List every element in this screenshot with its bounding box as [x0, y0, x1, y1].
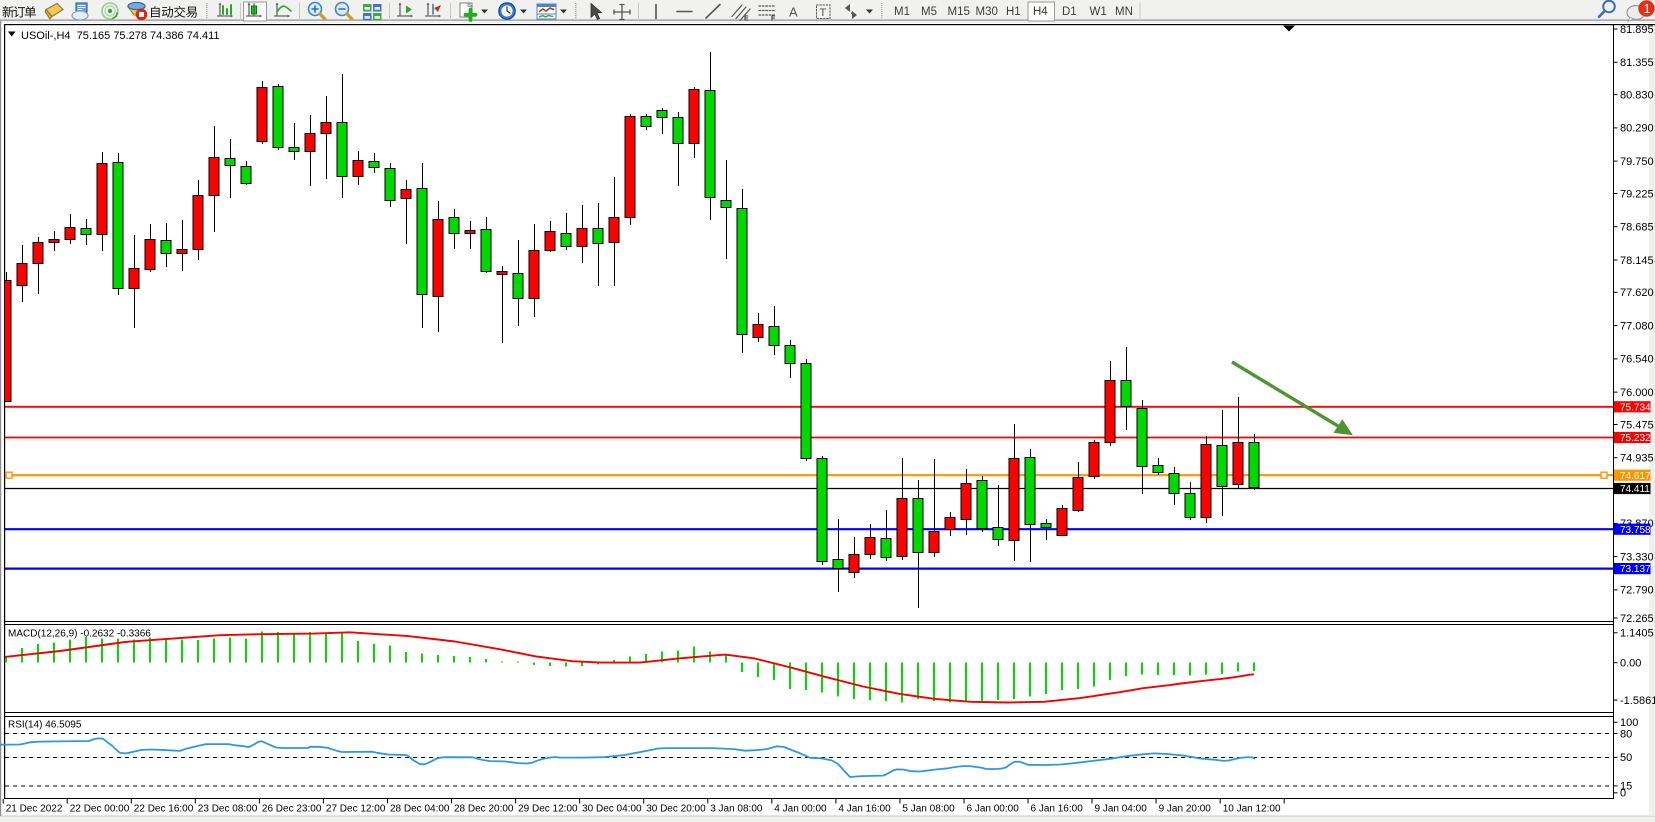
svg-text:27 Dec 12:00: 27 Dec 12:00	[326, 804, 386, 815]
svg-text:29 Dec 12:00: 29 Dec 12:00	[518, 804, 578, 815]
svg-text:78.145: 78.145	[1620, 255, 1654, 267]
svg-text:F: F	[771, 16, 776, 23]
svg-text:9 Jan 20:00: 9 Jan 20:00	[1159, 804, 1212, 815]
svg-text:4 Jan 16:00: 4 Jan 16:00	[838, 804, 891, 815]
svg-text:MACD(12,26,9) -0.2632 -0.3366: MACD(12,26,9) -0.2632 -0.3366	[8, 629, 151, 640]
svg-text:RSI(14) 46.5095: RSI(14) 46.5095	[8, 720, 82, 731]
svg-text:M1: M1	[894, 6, 910, 18]
svg-text:M5: M5	[921, 6, 937, 18]
svg-text:3 Jan 08:00: 3 Jan 08:00	[710, 804, 763, 815]
svg-text:6 Jan 00:00: 6 Jan 00:00	[967, 804, 1020, 815]
svg-text:15: 15	[1620, 781, 1632, 793]
svg-text:0.00: 0.00	[1620, 658, 1641, 670]
svg-text:30 Dec 04:00: 30 Dec 04:00	[582, 804, 642, 815]
svg-text:79.225: 79.225	[1620, 188, 1654, 200]
svg-text:80.830: 80.830	[1620, 89, 1654, 101]
svg-text:22 Dec 16:00: 22 Dec 16:00	[134, 804, 194, 815]
svg-text:23 Dec 08:00: 23 Dec 08:00	[198, 804, 258, 815]
svg-text:79.750: 79.750	[1620, 156, 1654, 168]
svg-text:22 Dec 00:00: 22 Dec 00:00	[70, 804, 130, 815]
svg-text:74.617: 74.617	[1620, 471, 1651, 482]
svg-text:M30: M30	[976, 6, 998, 18]
svg-text:USOil-,H4 75.165 75.278 74.38: USOil-,H4 75.165 75.278 74.386 74.411	[21, 30, 220, 42]
svg-text:50: 50	[1620, 752, 1632, 764]
svg-text:E: E	[744, 16, 749, 23]
svg-text:A: A	[789, 5, 798, 20]
svg-text:9 Jan 04:00: 9 Jan 04:00	[1095, 804, 1148, 815]
svg-text:21 Dec 2022: 21 Dec 2022	[6, 804, 63, 815]
svg-text:73.330: 73.330	[1620, 551, 1654, 563]
svg-text:T: T	[820, 7, 827, 19]
svg-text:73.137: 73.137	[1620, 564, 1651, 575]
svg-text:1: 1	[1644, 2, 1651, 16]
svg-text:80.290: 80.290	[1620, 123, 1654, 135]
svg-text:80: 80	[1620, 728, 1632, 740]
svg-text:30 Dec 20:00: 30 Dec 20:00	[646, 804, 706, 815]
svg-text:77.080: 77.080	[1620, 320, 1654, 332]
svg-text:0: 0	[1620, 788, 1626, 800]
svg-text:6 Jan 16:00: 6 Jan 16:00	[1031, 804, 1084, 815]
svg-text:26 Dec 23:00: 26 Dec 23:00	[262, 804, 322, 815]
svg-text:77.620: 77.620	[1620, 287, 1654, 299]
svg-text:H1: H1	[1006, 6, 1021, 18]
svg-text:5 Jan 08:00: 5 Jan 08:00	[902, 804, 955, 815]
svg-text:28 Dec 04:00: 28 Dec 04:00	[390, 804, 450, 815]
svg-text:72.790: 72.790	[1620, 585, 1654, 597]
svg-text:73.758: 73.758	[1620, 525, 1651, 536]
svg-text:74.411: 74.411	[1620, 484, 1650, 495]
svg-text:1.1405: 1.1405	[1620, 628, 1654, 640]
svg-text:W1: W1	[1090, 6, 1107, 18]
svg-text:75.734: 75.734	[1620, 402, 1651, 413]
svg-text:78.685: 78.685	[1620, 222, 1654, 234]
svg-text:M15: M15	[948, 6, 970, 18]
svg-text:MN: MN	[1115, 6, 1133, 18]
svg-text:81.355: 81.355	[1620, 57, 1654, 69]
svg-text:72.265: 72.265	[1620, 613, 1654, 625]
svg-text:H4: H4	[1033, 6, 1048, 18]
svg-text:-1.5861: -1.5861	[1620, 695, 1655, 707]
svg-text:74.935: 74.935	[1620, 453, 1654, 465]
svg-text:76.000: 76.000	[1620, 387, 1654, 399]
svg-text:D1: D1	[1062, 6, 1077, 18]
svg-text:4 Jan 00:00: 4 Jan 00:00	[774, 804, 827, 815]
svg-text:10 Jan 12:00: 10 Jan 12:00	[1223, 804, 1281, 815]
svg-text:75.475: 75.475	[1620, 419, 1654, 431]
svg-text:81.895: 81.895	[1620, 24, 1654, 36]
svg-text:75.232: 75.232	[1620, 433, 1651, 444]
svg-text:100: 100	[1620, 717, 1638, 729]
svg-text:28 Dec 20:00: 28 Dec 20:00	[454, 804, 514, 815]
svg-text:76.540: 76.540	[1620, 354, 1654, 366]
